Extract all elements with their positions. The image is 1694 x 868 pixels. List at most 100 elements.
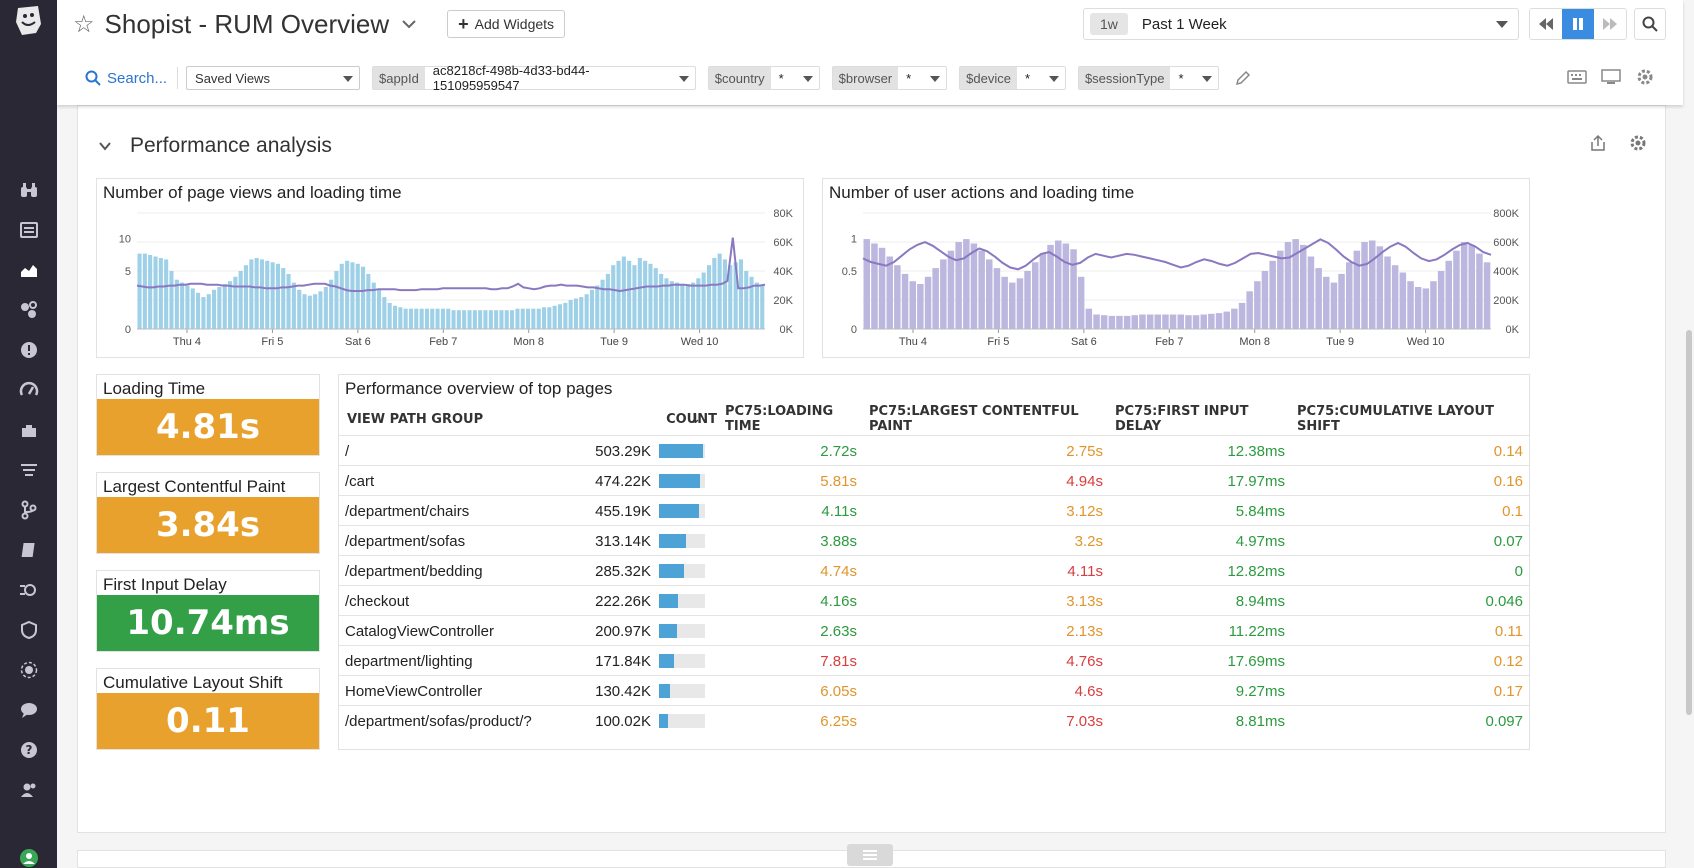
search-link[interactable]: Search... [85, 70, 167, 87]
tv-mode-icon[interactable] [1601, 68, 1621, 86]
table-row[interactable]: /department/chairs 455.19K 4.11s 3.12s 5.84m… [339, 495, 1529, 525]
count-bar [659, 564, 705, 578]
bar [1476, 253, 1483, 329]
list-icon[interactable] [0, 214, 57, 246]
bar [993, 268, 1001, 329]
bar [1261, 271, 1269, 329]
bar [1361, 242, 1368, 329]
col-header-loading[interactable]: PC75:LOADING TIME [725, 404, 834, 434]
x-tick-label: Sat 6 [345, 336, 371, 348]
sort-desc-icon[interactable]: ↓ [690, 411, 701, 427]
add-widgets-button[interactable]: + Add Widgets [447, 10, 566, 38]
infrastructure-icon[interactable] [0, 294, 57, 326]
integrations-icon[interactable] [0, 414, 57, 446]
share-icon[interactable] [1589, 134, 1607, 156]
scrollbar[interactable] [1683, 0, 1694, 868]
table-row[interactable]: /cart 474.22K 5.81s 4.94s 17.97ms 0.16 [339, 465, 1529, 495]
chevron-down-icon[interactable] [401, 16, 417, 32]
qv-first-input-delay[interactable]: First Input Delay 10.74ms [96, 570, 320, 652]
logs-icon[interactable] [0, 454, 57, 486]
bar [1453, 250, 1460, 329]
cell-lcp: 3.2s [1074, 532, 1103, 550]
table-row[interactable]: CatalogViewController 200.97K 2.63s 2.13s 11… [339, 615, 1529, 645]
bar [1039, 253, 1047, 329]
bar [499, 310, 504, 330]
group-toggle-tab[interactable] [847, 844, 893, 866]
rewind-button[interactable] [1530, 9, 1562, 39]
caret-down-icon [1048, 76, 1059, 82]
template-var-country[interactable]: $country * [707, 66, 820, 90]
notebooks-icon[interactable] [0, 534, 57, 566]
search-dashboard-button[interactable] [1634, 8, 1666, 40]
table-row[interactable]: / 503.29K 2.72s 2.75s 12.38ms 0.14 [339, 435, 1529, 465]
bar [616, 260, 621, 329]
bar [1123, 315, 1131, 329]
col-header-fid[interactable]: PC75:FIRST INPUT DELAY [1115, 404, 1249, 434]
favorite-star-icon[interactable]: ☆ [73, 10, 95, 38]
y-left-tick-label: 0.5 [842, 266, 857, 278]
bar [206, 294, 211, 329]
table-row[interactable]: /department/sofas 313.14K 3.88s 3.2s 4.97ms 0… [339, 525, 1529, 555]
apm-icon[interactable] [0, 374, 57, 406]
bar [169, 271, 174, 329]
group-settings-gear-icon[interactable] [1629, 134, 1647, 156]
saved-views-select[interactable]: Saved Views [186, 66, 361, 90]
template-var-device[interactable]: $device * [959, 66, 1066, 90]
chat-icon[interactable] [0, 694, 57, 726]
bar [1032, 262, 1039, 329]
col-header-count[interactable]: COUNT [666, 411, 717, 427]
col-header-lcp[interactable]: PC75:LARGEST CONTENTFUL PAINT [869, 404, 1079, 434]
table-row[interactable]: /department/sofas/product/? 100.02K 6.25s 7… [339, 705, 1529, 735]
count-bar-fill [659, 594, 678, 608]
settings-gear-icon[interactable] [1635, 68, 1655, 86]
caret-down-icon [678, 76, 689, 82]
bar [1177, 314, 1184, 329]
col-header-cls[interactable]: PC75:CUMULATIVE LAYOUT SHIFT [1297, 404, 1494, 434]
rum-icon[interactable] [0, 654, 57, 686]
binoculars-icon[interactable] [0, 174, 57, 206]
page-views-chart[interactable]: 0K 20K 40K 60K 80K 0 5 10 Thu 4 Fri 5 Sat 6 Feb 7 Mo… [96, 178, 804, 358]
template-var-browser[interactable]: $browser * [831, 66, 948, 90]
y-right-tick-label: 80K [773, 208, 793, 220]
bar [627, 260, 632, 329]
synthetics-icon[interactable] [0, 574, 57, 606]
table-row[interactable]: department/lighting 171.84K 7.81s 4.76s 17.6… [339, 645, 1529, 675]
bar [440, 308, 445, 329]
pause-button[interactable] [1562, 9, 1594, 39]
bar [542, 307, 547, 330]
ci-icon[interactable] [0, 494, 57, 526]
collapse-chevron-icon[interactable] [98, 139, 112, 153]
keyboard-icon[interactable] [1567, 68, 1587, 86]
security-icon[interactable] [0, 614, 57, 646]
plus-icon: + [458, 13, 469, 34]
table-row[interactable]: HomeViewController 130.42K 6.05s 4.6s 9.27ms… [339, 675, 1529, 705]
template-var-appid[interactable]: $appId ac8218cf-498b-4d33-bd44-1510959595… [372, 63, 696, 93]
scrollbar-thumb[interactable] [1686, 330, 1692, 715]
table-row[interactable]: /department/bedding 285.32K 4.74s 4.11s 12.8… [339, 555, 1529, 585]
cell-lcp: 4.6s [1074, 682, 1103, 700]
cell-fid: 17.69ms [1227, 652, 1285, 670]
edit-pencil-icon[interactable] [1235, 70, 1251, 86]
qv-value: 3.84s [97, 497, 319, 553]
col-header-path[interactable]: VIEW PATH GROUP [347, 411, 484, 427]
help-icon[interactable]: ? [0, 734, 57, 766]
qv-loading-time[interactable]: Loading Time 4.81s [96, 374, 320, 456]
qv-cumulative-layout-shift[interactable]: Cumulative Layout Shift 0.11 [96, 668, 320, 750]
bar [190, 288, 195, 329]
datadog-logo-icon[interactable] [10, 2, 46, 38]
user-avatar-icon[interactable] [0, 842, 57, 868]
bar [728, 265, 733, 329]
dashboards-icon[interactable] [0, 254, 57, 286]
table-row[interactable]: /checkout 222.26K 4.16s 3.13s 8.94ms 0.046 [339, 585, 1529, 615]
user-actions-chart[interactable]: 0K 200K 400K 600K 800K 0 0.5 1 Thu 4 Fri 5 Sat 6 Fe… [822, 178, 1530, 358]
team-icon[interactable] [0, 774, 57, 806]
template-var-sessiontype[interactable]: $sessionType * [1077, 66, 1220, 90]
bar [595, 285, 600, 329]
monitors-icon[interactable] [0, 334, 57, 366]
qv-largest-contentful-paint[interactable]: Largest Contentful Paint 3.84s [96, 472, 320, 554]
bar [1269, 260, 1276, 329]
bar [557, 304, 562, 329]
forward-button[interactable] [1594, 9, 1626, 39]
bar [1009, 282, 1016, 329]
time-range-selector[interactable]: 1w Past 1 Week [1083, 8, 1519, 40]
